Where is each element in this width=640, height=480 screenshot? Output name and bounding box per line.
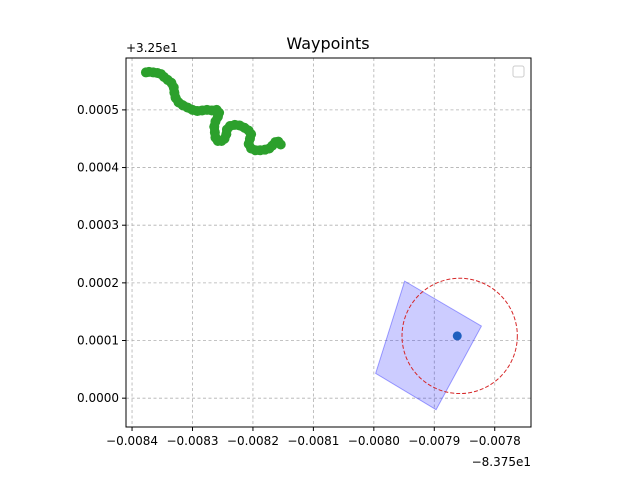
y-tick-label: 0.0001: [77, 334, 119, 348]
y-tick-label: 0.0002: [77, 276, 119, 290]
x-tick-label: −0.0080: [348, 434, 400, 448]
x-tick-label: −0.0079: [408, 434, 460, 448]
y-offset-label: +3.25e1: [126, 41, 178, 55]
x-tick-label: −0.0082: [227, 434, 279, 448]
radius-circle: [401, 277, 518, 395]
ticks: −0.0084 −0.0083 −0.0082 −0.0081 −0.0080 −0.00…: [77, 103, 521, 448]
chart-title: Waypoints: [286, 34, 369, 53]
x-tick-label: −0.0081: [287, 434, 339, 448]
x-tick-label: −0.0083: [166, 434, 218, 448]
y-tick-label: 0.0003: [77, 218, 119, 232]
plot-frame: [125, 57, 532, 428]
current-position-point: [452, 331, 462, 341]
series-layer: [140, 66, 518, 411]
x-offset-label: −8.375e1: [472, 455, 531, 469]
coverage-polygon: [375, 280, 483, 411]
y-tick-label: 0.0004: [77, 161, 119, 175]
plot-area: [126, 58, 531, 427]
x-tick-label: −0.0084: [106, 434, 158, 448]
y-tick-label: 0.0005: [77, 103, 119, 117]
legend-box: [512, 65, 525, 78]
y-tick-label: 0.0000: [77, 391, 119, 405]
waypoint-marker: [275, 139, 286, 150]
x-tick-label: −0.0078: [469, 434, 521, 448]
